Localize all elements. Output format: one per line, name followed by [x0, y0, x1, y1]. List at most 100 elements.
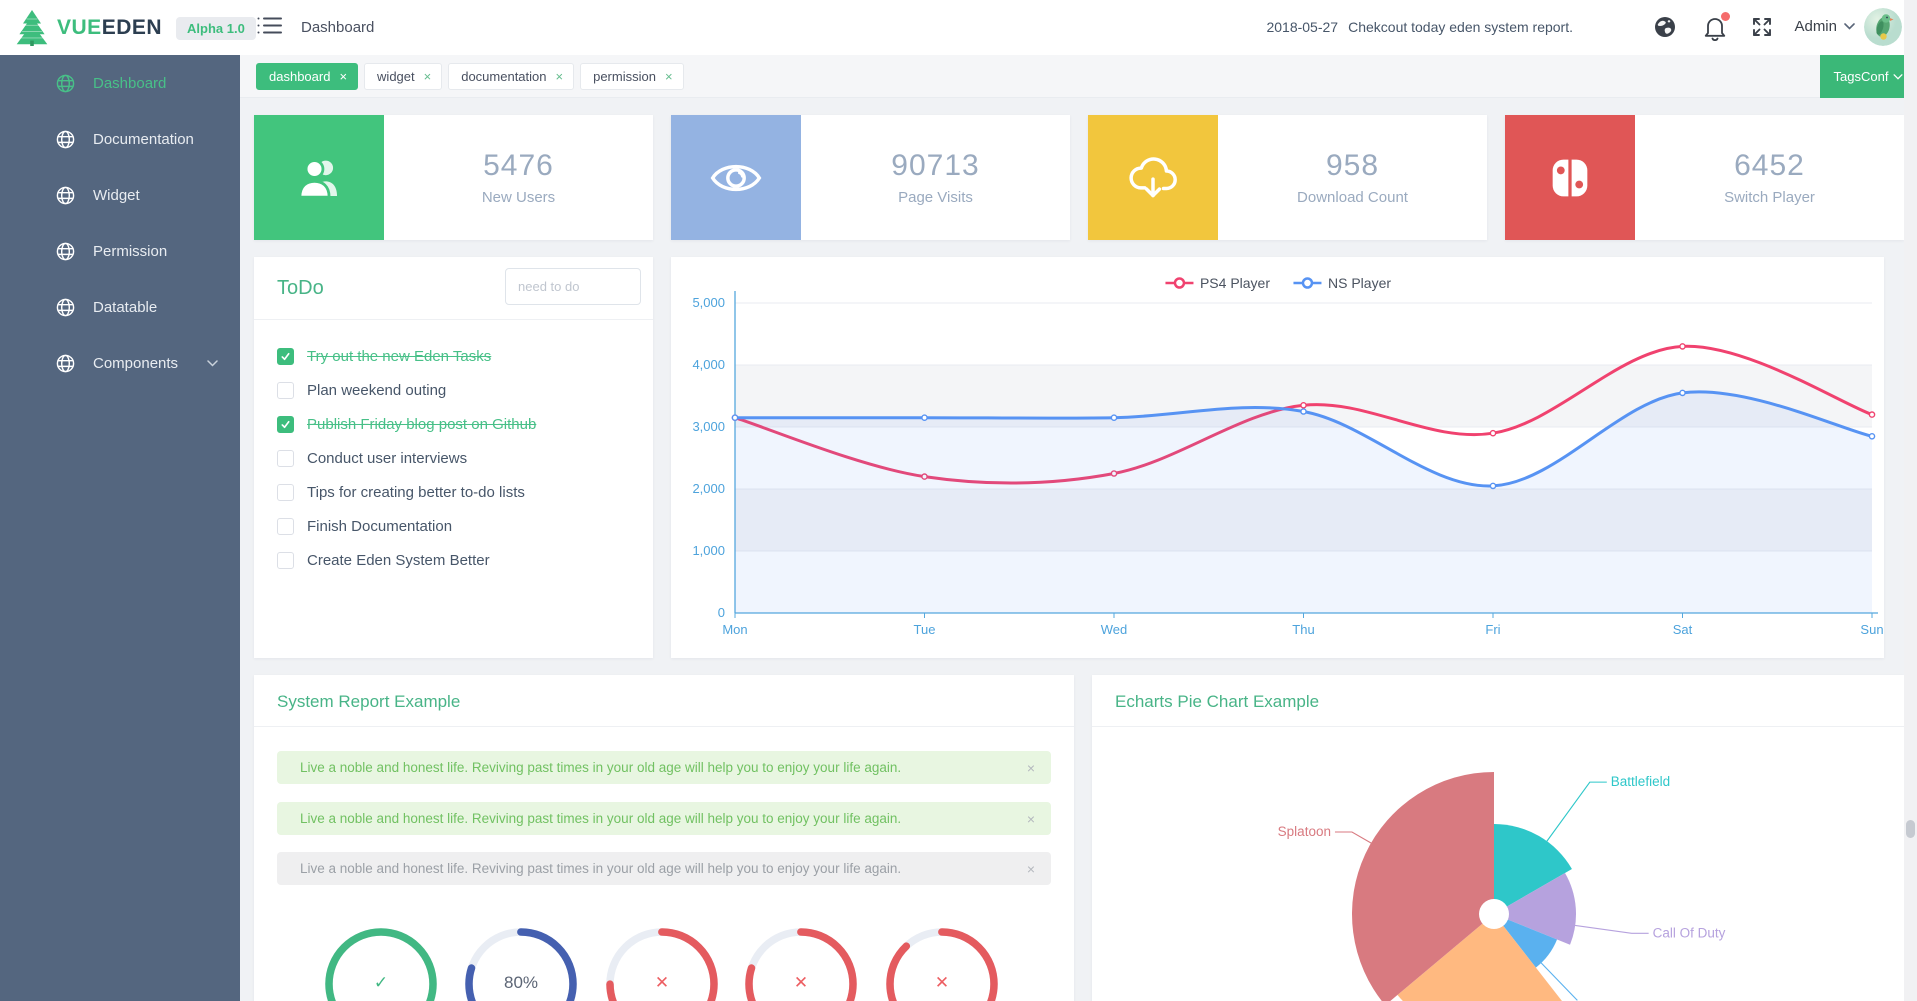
tag-close-icon[interactable]: × [339, 69, 348, 84]
stat-label: New Users [481, 189, 556, 206]
todo-text: Try out the new Eden Tasks [307, 347, 492, 365]
page-scrollbar-track [1904, 0, 1917, 1001]
alert-info: Live a noble and honest life. Reviving p… [277, 852, 1051, 885]
svg-text:Fri: Fri [1485, 622, 1500, 637]
checkbox-unchecked[interactable] [277, 381, 294, 399]
breadcrumb[interactable]: Dashboard [301, 19, 375, 36]
svg-text:Call Of Duty: Call Of Duty [1653, 925, 1726, 940]
alert-close-icon[interactable]: × [1026, 860, 1035, 877]
alert-close-icon[interactable]: × [1026, 810, 1035, 827]
checkbox-unchecked[interactable] [277, 517, 294, 535]
line-chart: 0 1,000 2,000 3,000 4,000 5,000 Mon Tue Wed Thu Fr… [692, 291, 1884, 637]
tag-label: dashboard [269, 69, 331, 84]
sidebar-item-components[interactable]: Components [0, 335, 240, 391]
legend-item-ns[interactable]: NS Player [1292, 275, 1391, 291]
checkbox-checked[interactable] [277, 415, 294, 433]
notifications-bell-icon[interactable] [1703, 12, 1730, 46]
globe-grid-icon [56, 298, 75, 316]
sidebar-item-label: Widget [93, 186, 140, 204]
top-bar: VUEEDEN Alpha 1.0 Dashboard 2018-05-27 Ch… [0, 0, 1917, 55]
stat-card-new-users: 5476 New Users [254, 115, 653, 240]
fullscreen-icon[interactable] [1750, 15, 1774, 44]
user-avatar[interactable] [1864, 8, 1902, 46]
todo-text: Conduct user interviews [307, 449, 468, 467]
tag-documentation[interactable]: documentation × [448, 63, 575, 90]
sidebar: Dashboard Documentation Widget Permissio… [0, 55, 240, 1001]
svg-text:Splatoon: Splatoon [1278, 824, 1331, 839]
todo-item: Tips for creating better to-do lists [277, 475, 653, 509]
checkbox-unchecked[interactable] [277, 449, 294, 467]
svg-text:Sun: Sun [1860, 622, 1883, 637]
checkbox-checked[interactable] [277, 347, 294, 365]
sidebar-item-datatable[interactable]: Datatable [0, 279, 240, 335]
chevron-down-icon [1844, 23, 1855, 30]
todo-item: Try out the new Eden Tasks [277, 339, 653, 373]
sidebar-item-documentation[interactable]: Documentation [0, 111, 240, 167]
sidebar-item-label: Dashboard [93, 74, 167, 92]
stat-value: 6452 [1734, 149, 1805, 182]
legend-marker-icon [1164, 277, 1193, 289]
stat-label: Download Count [1297, 189, 1408, 206]
legend-item-ps4[interactable]: PS4 Player [1164, 275, 1270, 291]
version-badge: Alpha 1.0 [176, 16, 256, 40]
todo-input[interactable] [505, 268, 641, 305]
stat-card-page-visits: 90713 Page Visits [671, 115, 1070, 240]
todo-title: ToDo [277, 277, 324, 299]
pie-title: Echarts Pie Chart Example [1115, 692, 1320, 711]
checkbox-unchecked[interactable] [277, 551, 294, 569]
tag-permission[interactable]: permission × [580, 63, 684, 90]
stat-card-download-count: 958 Download Count [1088, 115, 1487, 240]
stat-value: 5476 [483, 149, 554, 182]
todo-header: ToDo [254, 257, 653, 320]
progress-ring-percent: 80% [462, 925, 580, 1001]
brand: VUEEDEN Alpha 1.0 [16, 10, 256, 46]
sidebar-item-widget[interactable]: Widget [0, 167, 240, 223]
users-icon [254, 115, 384, 240]
notice-date: 2018-05-27 [1266, 19, 1339, 35]
alert-text: Live a noble and honest life. Reviving p… [300, 760, 902, 775]
sidebar-item-label: Permission [93, 242, 168, 260]
progress-ring-exception: ✕ [883, 925, 1001, 1001]
user-menu[interactable]: Admin [1794, 18, 1855, 35]
stat-value: 958 [1325, 149, 1380, 182]
report-header: System Report Example [254, 675, 1074, 727]
svg-text:Thu: Thu [1292, 622, 1314, 637]
progress-ring-svg [465, 928, 577, 1001]
stat-card-switch-player: 6452 Switch Player [1505, 115, 1904, 240]
page-scrollbar-thumb[interactable] [1906, 820, 1915, 838]
sidebar-item-permission[interactable]: Permission [0, 223, 240, 279]
legend-label: NS Player [1328, 275, 1392, 291]
sidebar-toggle-icon[interactable] [257, 16, 282, 40]
report-title: System Report Example [277, 692, 461, 711]
chart-legend: PS4 Player NS Player [1164, 275, 1391, 291]
todo-item: Conduct user interviews [277, 441, 653, 475]
svg-text:Mon: Mon [722, 622, 747, 637]
svg-text:Tue: Tue [914, 622, 936, 637]
notice-message: Chekcout today eden system report. [1348, 19, 1573, 35]
alert-close-icon[interactable]: × [1026, 759, 1035, 776]
sidebar-item-label: Datatable [93, 298, 158, 316]
svg-text:1,000: 1,000 [692, 543, 725, 558]
tag-label: documentation [461, 69, 547, 84]
tag-close-icon[interactable]: × [664, 69, 673, 84]
todo-item: Create Eden System Better [277, 543, 653, 577]
sidebar-item-dashboard[interactable]: Dashboard [0, 55, 240, 111]
tag-widget[interactable]: widget × [364, 63, 443, 90]
tag-close-icon[interactable]: × [423, 69, 432, 84]
tag-dashboard[interactable]: dashboard × [256, 63, 359, 90]
system-report-panel: System Report Example Live a noble and h… [254, 675, 1074, 1001]
tagsconf-label: TagsConf [1833, 69, 1889, 84]
tag-close-icon[interactable]: × [555, 69, 564, 84]
todo-item: Plan weekend outing [277, 373, 653, 407]
tags-bar: dashboard × widget × documentation × permis… [240, 55, 1917, 98]
stat-value: 90713 [891, 149, 980, 182]
checkbox-unchecked[interactable] [277, 483, 294, 501]
tagsconf-button[interactable]: TagsConf [1820, 55, 1917, 98]
progress-ring-svg [745, 928, 857, 1001]
stat-label: Page Visits [898, 189, 973, 206]
globe-grid-icon [56, 186, 75, 204]
progress-ring-svg [325, 928, 437, 1001]
alert-success: Live a noble and honest life. Reviving p… [277, 802, 1051, 835]
language-globe-icon[interactable] [1653, 15, 1677, 44]
